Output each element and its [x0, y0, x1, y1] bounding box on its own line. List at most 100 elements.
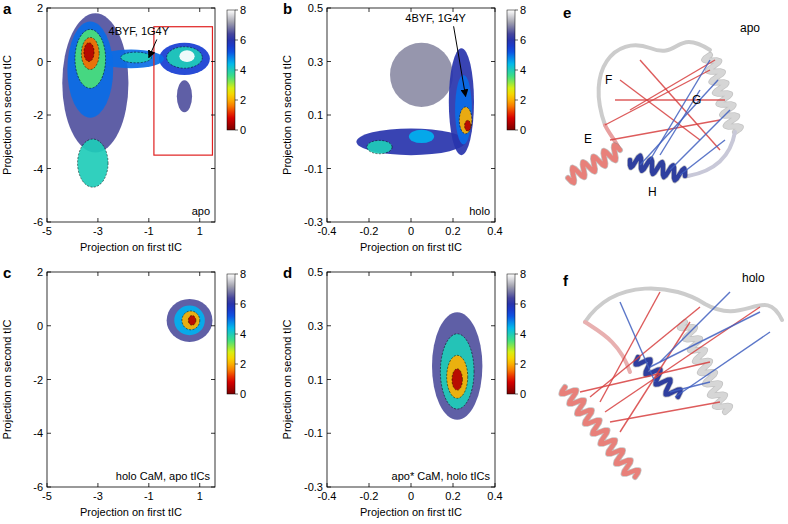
x-tick	[47, 218, 48, 222]
contact-line	[640, 80, 718, 165]
x-tick-label: 0.2	[445, 225, 460, 237]
colorbar-tick	[515, 274, 518, 275]
x-tick-label: 1	[197, 490, 203, 502]
colorbar-tick	[235, 394, 238, 395]
y-axis-label: Projection on second tIC	[1, 55, 13, 175]
contact-line	[670, 110, 730, 170]
panel-label: apo	[192, 205, 210, 217]
colorbar-tick-label: 6	[520, 34, 526, 46]
y-tick	[491, 379, 495, 380]
density-region	[159, 43, 210, 75]
x-tick	[369, 8, 370, 12]
colorbar-tick	[235, 274, 238, 275]
y-tick	[47, 272, 51, 273]
x-tick	[199, 483, 200, 487]
contact-line	[680, 140, 725, 175]
y-tick	[491, 487, 495, 488]
contact-line	[620, 302, 655, 382]
y-tick-label: -2	[33, 109, 43, 121]
colorbar-tick	[235, 304, 238, 305]
y-tick	[47, 8, 51, 9]
annotation-text: 4BYF, 1G4Y	[405, 12, 466, 24]
y-tick	[491, 433, 495, 434]
density	[356, 43, 474, 155]
density-region	[174, 306, 205, 336]
colorbar-tick	[235, 40, 238, 41]
colorbar-tick-label: 8	[520, 268, 526, 280]
density-region	[409, 130, 434, 143]
x-tick	[47, 483, 48, 487]
colorbar-tick	[515, 130, 518, 131]
y-tick	[491, 8, 495, 9]
y-tick-label: -0.3	[304, 481, 323, 493]
x-tick	[148, 218, 149, 222]
y-tick-label: -0.1	[304, 163, 323, 175]
panel-label: apo* CaM, holo tICs	[392, 470, 491, 482]
y-tick	[211, 168, 215, 169]
x-axis-label: Projection on first tIC	[80, 241, 182, 253]
colorbar	[507, 10, 515, 130]
density-region	[182, 311, 200, 330]
y-tick	[211, 272, 215, 273]
y-tick	[211, 115, 215, 116]
y-tick-label: 0.5	[308, 2, 323, 14]
plot-frame	[47, 8, 215, 222]
y-tick	[47, 115, 51, 116]
plot-frame	[327, 8, 495, 222]
plot-area	[327, 272, 495, 487]
colorbar-tick-label: 6	[240, 34, 246, 46]
x-tick	[411, 483, 412, 487]
colorbar-tick	[515, 304, 518, 305]
colorbar	[227, 10, 235, 130]
x-axis-label: Projection on first tIC	[360, 241, 462, 253]
panel-letter: e	[563, 4, 571, 21]
colorbar-tick	[515, 100, 518, 101]
y-tick	[491, 272, 495, 273]
y-tick-label: 0	[37, 320, 43, 332]
y-tick	[491, 222, 495, 223]
colorbar-tick-label: 6	[520, 298, 526, 310]
y-tick	[211, 379, 215, 380]
y-tick-label: 0.5	[308, 266, 323, 278]
helix	[704, 55, 741, 132]
x-tick	[199, 218, 200, 222]
density-region	[188, 316, 196, 326]
x-tick-label: -1	[144, 490, 154, 502]
y-tick	[211, 325, 215, 326]
y-tick	[211, 487, 215, 488]
y-tick	[491, 168, 495, 169]
x-tick	[369, 272, 370, 276]
x-tick	[47, 272, 48, 276]
panel-label: holo CaM, apo tICs	[116, 470, 211, 482]
colorbar-tick	[515, 334, 518, 335]
annotation-text: 4BYF, 1G4Y	[109, 25, 170, 37]
colorbar-tick	[515, 40, 518, 41]
y-tick-label: 2	[37, 2, 43, 14]
density-region	[432, 312, 482, 420]
colorbar-tick	[515, 364, 518, 365]
panel-b: -0.4-0.200.20.4-0.3-0.10.10.30.5Projecti…	[281, 0, 526, 253]
y-tick	[47, 168, 51, 169]
x-tick	[327, 272, 328, 276]
helix-label: H	[648, 185, 657, 199]
panel-letter: b	[283, 0, 292, 17]
x-tick-label: -5	[42, 490, 52, 502]
x-tick	[369, 218, 370, 222]
contact-line	[630, 60, 715, 110]
y-tick	[327, 222, 331, 223]
x-tick	[327, 483, 328, 487]
y-tick-label: -4	[33, 163, 43, 175]
x-tick	[495, 483, 496, 487]
colorbar	[507, 274, 515, 394]
helix	[630, 156, 685, 181]
y-tick-label: 2	[37, 266, 43, 278]
colorbar-tick-label: 4	[520, 328, 526, 340]
coil	[585, 288, 782, 322]
y-tick	[327, 61, 331, 62]
y-tick	[491, 325, 495, 326]
y-axis-label: Projection on second tIC	[281, 55, 293, 175]
y-tick-label: -0.3	[304, 216, 323, 228]
helix-label: F	[605, 73, 612, 87]
y-tick	[47, 61, 51, 62]
colorbar-tick-label: 4	[240, 64, 246, 76]
